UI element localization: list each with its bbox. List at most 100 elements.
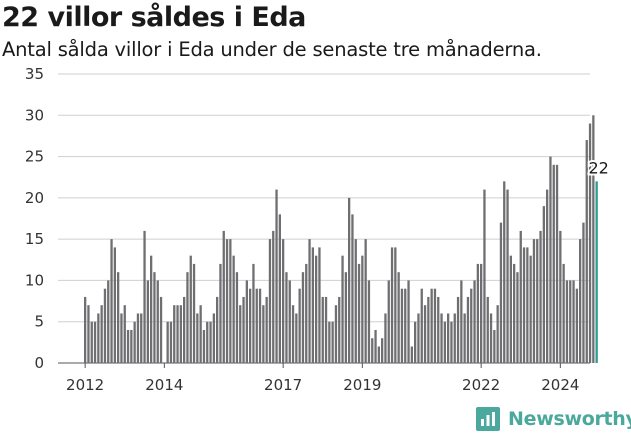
bar xyxy=(569,280,572,363)
bar xyxy=(146,280,149,363)
bar xyxy=(460,280,463,363)
bar xyxy=(186,272,189,363)
x-tick-label: 2017 xyxy=(264,376,302,394)
bar xyxy=(225,239,229,363)
y-tick-label: 25 xyxy=(25,148,44,166)
bar xyxy=(222,230,225,363)
bar xyxy=(423,305,427,363)
bar xyxy=(371,338,374,363)
bar xyxy=(433,288,437,363)
bar xyxy=(136,313,140,363)
bar xyxy=(252,263,255,363)
bar xyxy=(387,280,390,363)
y-tick-label: 0 xyxy=(34,354,44,372)
bar xyxy=(513,263,516,363)
bar xyxy=(585,140,588,363)
bar xyxy=(506,189,509,363)
bar xyxy=(450,321,453,363)
y-tick-label: 15 xyxy=(25,230,44,248)
x-tick-label: 2022 xyxy=(462,376,500,394)
bar xyxy=(539,230,542,363)
bar xyxy=(206,321,209,363)
bar xyxy=(298,288,301,363)
bar xyxy=(153,272,156,363)
bar xyxy=(404,288,407,363)
bar xyxy=(331,321,334,363)
bar xyxy=(229,239,232,363)
bar xyxy=(338,296,341,363)
bar xyxy=(499,222,503,363)
bar xyxy=(272,230,275,363)
bar xyxy=(463,313,466,363)
bar xyxy=(123,305,126,363)
bars xyxy=(84,115,598,363)
x-tick-label: 2019 xyxy=(343,376,381,394)
bar xyxy=(235,272,239,363)
bar xyxy=(288,280,291,363)
bar xyxy=(212,313,215,363)
bar xyxy=(489,313,493,363)
bar xyxy=(555,164,559,363)
bar xyxy=(400,288,404,363)
bar xyxy=(110,239,113,363)
bar xyxy=(265,296,268,363)
bar xyxy=(143,230,146,363)
bar xyxy=(344,272,347,363)
bar xyxy=(249,288,252,363)
bar-latest xyxy=(595,181,598,363)
bar xyxy=(262,305,265,363)
bar xyxy=(159,296,163,363)
bar xyxy=(169,321,173,363)
bar xyxy=(522,247,526,363)
bar xyxy=(126,329,130,363)
bar xyxy=(328,321,331,363)
bar xyxy=(199,305,202,363)
bar xyxy=(84,296,87,363)
bar xyxy=(381,338,384,363)
bar xyxy=(503,181,506,363)
bar xyxy=(334,305,338,363)
bar xyxy=(437,296,440,363)
bar xyxy=(219,263,222,363)
bar xyxy=(90,321,93,363)
bar xyxy=(173,305,176,363)
bar xyxy=(480,263,483,363)
bar xyxy=(156,280,159,363)
bar xyxy=(239,305,242,363)
bar xyxy=(562,263,565,363)
bar xyxy=(202,329,206,363)
bar xyxy=(301,272,305,363)
y-tick-label: 30 xyxy=(25,106,44,124)
bar xyxy=(140,313,143,363)
bar xyxy=(592,115,595,363)
bar xyxy=(87,305,90,363)
bar xyxy=(552,164,555,363)
bar xyxy=(255,288,258,363)
y-tick-label: 10 xyxy=(25,271,44,289)
bar xyxy=(183,296,186,363)
latest-value-label: 22 xyxy=(588,158,608,177)
bar xyxy=(519,230,522,363)
bar xyxy=(97,313,100,363)
bar xyxy=(420,288,423,363)
bar xyxy=(374,329,377,363)
bar xyxy=(476,263,479,363)
x-tick-label: 2014 xyxy=(145,376,183,394)
bar xyxy=(526,247,529,363)
bar xyxy=(417,313,420,363)
bar xyxy=(546,189,549,363)
newsworthy-logo-icon xyxy=(476,407,500,431)
bar xyxy=(258,288,262,363)
newsworthy-logo-text: Newsworthy xyxy=(508,408,631,430)
y-tick-label: 5 xyxy=(34,313,44,331)
bar xyxy=(529,255,532,363)
bar xyxy=(496,305,499,363)
bar xyxy=(575,288,578,363)
bar xyxy=(536,239,539,363)
bar xyxy=(384,313,387,363)
bar xyxy=(348,197,351,363)
bar xyxy=(549,156,552,363)
bar xyxy=(572,280,575,363)
bar xyxy=(559,230,562,363)
